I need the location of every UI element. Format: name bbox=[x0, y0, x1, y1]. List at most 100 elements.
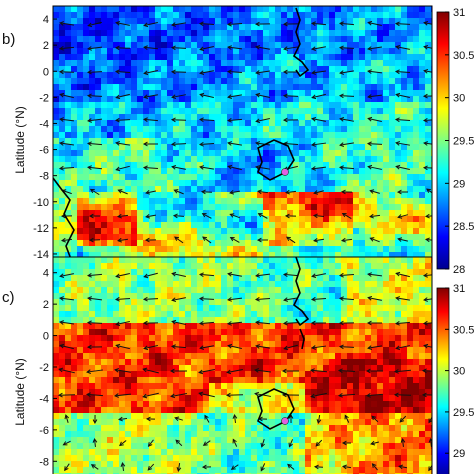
wind-arrow bbox=[227, 118, 243, 122]
heatmap-cell bbox=[335, 198, 342, 205]
heatmap-cell bbox=[395, 210, 402, 217]
heatmap-cell bbox=[95, 162, 102, 169]
heatmap-cell bbox=[185, 18, 192, 25]
heatmap-cell bbox=[377, 359, 384, 366]
heatmap-cell bbox=[191, 108, 198, 115]
heatmap-cell bbox=[311, 186, 318, 193]
heatmap-cell bbox=[335, 108, 342, 115]
heatmap-cell bbox=[101, 389, 108, 396]
heatmap-cell bbox=[143, 317, 150, 324]
heatmap-cell bbox=[275, 78, 282, 85]
heatmap-cell bbox=[167, 186, 174, 193]
heatmap-cell bbox=[95, 108, 102, 115]
heatmap-cell bbox=[269, 263, 276, 270]
heatmap-cell bbox=[407, 216, 414, 223]
heatmap-cell bbox=[77, 353, 84, 360]
heatmap-cell bbox=[377, 168, 384, 175]
heatmap-cell bbox=[83, 419, 90, 426]
heatmap-cell bbox=[245, 54, 252, 61]
heatmap-cell bbox=[323, 246, 330, 253]
heatmap-cell bbox=[179, 419, 186, 426]
heatmap-cell bbox=[401, 204, 408, 211]
heatmap-cell bbox=[179, 305, 186, 312]
heatmap-cell bbox=[101, 323, 108, 330]
heatmap-cell bbox=[377, 150, 384, 157]
heatmap-cell bbox=[413, 174, 420, 181]
heatmap-cell bbox=[185, 12, 192, 19]
heatmap-cell bbox=[251, 401, 258, 408]
heatmap-cell bbox=[215, 240, 222, 247]
heatmap-cell bbox=[143, 240, 150, 247]
heatmap-cell bbox=[59, 144, 66, 151]
heatmap-cell bbox=[275, 222, 282, 229]
heatmap-cell bbox=[299, 114, 306, 121]
heatmap-cell bbox=[215, 18, 222, 25]
heatmap-cell bbox=[251, 281, 258, 288]
heatmap-cell bbox=[401, 240, 408, 247]
heatmap-cell bbox=[365, 419, 372, 426]
heatmap-cell bbox=[335, 138, 342, 145]
heatmap-cell bbox=[299, 24, 306, 31]
heatmap-cell bbox=[197, 168, 204, 175]
heatmap-cell bbox=[269, 114, 276, 121]
heatmap-cell bbox=[263, 329, 270, 336]
heatmap-cell bbox=[59, 30, 66, 37]
heatmap-cell bbox=[407, 132, 414, 139]
heatmap-cell bbox=[83, 341, 90, 348]
heatmap-cell bbox=[263, 311, 270, 318]
heatmap-cell bbox=[191, 174, 198, 181]
heatmap-cell bbox=[425, 12, 432, 19]
heatmap-cell bbox=[83, 186, 90, 193]
heatmap-cell bbox=[389, 90, 396, 97]
heatmap-cell bbox=[191, 305, 198, 312]
heatmap-cell bbox=[305, 281, 312, 288]
heatmap-cell bbox=[119, 252, 126, 259]
heatmap-cell bbox=[83, 120, 90, 127]
heatmap-cell bbox=[167, 425, 174, 432]
heatmap-cell bbox=[53, 54, 60, 61]
heatmap-cell bbox=[203, 275, 210, 282]
heatmap-cell bbox=[287, 204, 294, 211]
heatmap-cell bbox=[347, 210, 354, 217]
heatmap-cell bbox=[413, 347, 420, 354]
wind-arrow-head bbox=[341, 212, 347, 218]
heatmap-cell bbox=[365, 48, 372, 55]
heatmap-cell bbox=[275, 263, 282, 270]
wind-arrow-head bbox=[227, 141, 233, 146]
heatmap-cell bbox=[323, 180, 330, 187]
heatmap-cell bbox=[119, 90, 126, 97]
heatmap-cell bbox=[203, 216, 210, 223]
heatmap-cell bbox=[143, 246, 150, 253]
heatmap-cell bbox=[305, 335, 312, 342]
heatmap-cell bbox=[383, 383, 390, 390]
heatmap-cell bbox=[251, 419, 258, 426]
heatmap-cell bbox=[155, 150, 162, 157]
heatmap-cell bbox=[221, 6, 228, 13]
heatmap-cell bbox=[173, 299, 180, 306]
heatmap-cell bbox=[107, 365, 114, 372]
heatmap-cell bbox=[287, 132, 294, 139]
heatmap-cell bbox=[149, 347, 156, 354]
heatmap-cell bbox=[125, 425, 132, 432]
heatmap-cell bbox=[53, 36, 60, 43]
heatmap-cell bbox=[245, 204, 252, 211]
heatmap-cell bbox=[245, 198, 252, 205]
heatmap-cell bbox=[77, 162, 84, 169]
heatmap-cell bbox=[335, 78, 342, 85]
heatmap-cell bbox=[239, 66, 246, 73]
heatmap-cell bbox=[143, 60, 150, 67]
heatmap-cell bbox=[161, 6, 168, 13]
heatmap-cell bbox=[233, 42, 240, 49]
panel-b: b) Latitude (°N) 420-2-4-6-8-10-12-14 31… bbox=[2, 5, 474, 276]
heatmap-cell bbox=[233, 138, 240, 145]
colorbar-tick-label: 31 bbox=[453, 7, 465, 19]
heatmap-cell bbox=[365, 156, 372, 163]
heatmap-cell bbox=[179, 120, 186, 127]
heatmap-cell bbox=[155, 317, 162, 324]
heatmap-cell bbox=[167, 144, 174, 151]
heatmap-cell bbox=[317, 305, 324, 312]
heatmap-cell bbox=[149, 407, 156, 414]
heatmap-cell bbox=[197, 24, 204, 31]
heatmap-cell bbox=[119, 335, 126, 342]
heatmap-cell bbox=[335, 96, 342, 103]
